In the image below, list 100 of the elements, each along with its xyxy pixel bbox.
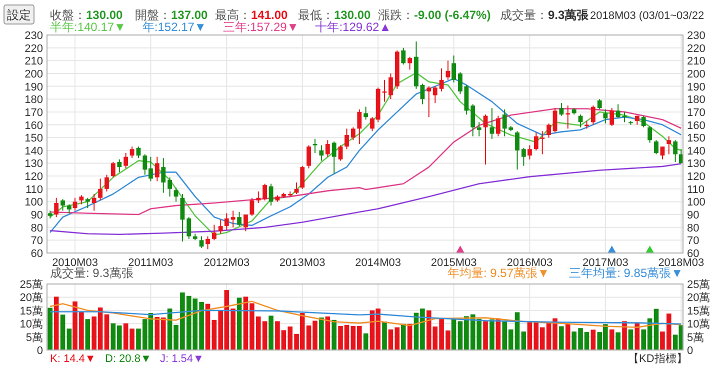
text: 三年:157.29▼ <box>222 20 299 34</box>
y2-tick-label: 110 <box>687 184 705 196</box>
text: 設定 <box>7 8 31 22</box>
candlestick <box>610 108 614 127</box>
bar <box>85 319 90 350</box>
y-tick-label: 5萬 <box>26 330 43 344</box>
candlestick <box>206 236 210 250</box>
candlestick <box>98 178 103 201</box>
y2-tick-label: 80 <box>687 222 700 234</box>
text: 年:152.17▼ <box>142 20 206 34</box>
candlestick <box>476 122 482 137</box>
bar <box>559 326 564 350</box>
bar <box>590 330 596 350</box>
x-tick-label: 2014M03 <box>355 257 402 269</box>
candlestick <box>426 86 432 118</box>
chart-title: 成交量: 9.3萬張 <box>50 266 134 280</box>
candlestick <box>180 194 185 242</box>
text: 【KD指標】 <box>628 352 688 365</box>
line-series <box>49 310 682 325</box>
y-tick-label: 110 <box>25 184 43 196</box>
candlestick <box>350 126 356 141</box>
candlestick <box>224 212 229 230</box>
x-tick-label: 2018M03 <box>658 257 704 269</box>
candlestick <box>117 158 122 173</box>
y2-tick-label: 10萬 <box>687 318 710 331</box>
y2-tick-label: 15萬 <box>687 304 710 318</box>
text: 收盤：130.00 <box>50 8 124 22</box>
candlestick <box>54 197 59 218</box>
y2-tick-label: 100 <box>687 196 706 209</box>
text: 半年:140.17▼ <box>50 20 126 34</box>
bar <box>60 314 66 350</box>
text: 成交量：9.3萬張 <box>500 8 590 22</box>
candlestick <box>420 83 425 105</box>
y-tick-label: 25萬 <box>20 278 43 291</box>
bar <box>66 328 72 350</box>
y2-tick-label: 90 <box>687 210 700 222</box>
text: D: 20.8▼ <box>105 353 152 365</box>
candlestick <box>218 219 223 234</box>
candlestick <box>300 165 305 190</box>
candlestick <box>552 108 558 133</box>
y-tick-label: 120 <box>24 171 43 184</box>
candlestick <box>673 140 678 162</box>
x-tick-label: 2013M03 <box>279 257 326 269</box>
y-tick-label: 0 <box>36 345 43 357</box>
candlestick <box>559 102 564 116</box>
text: 開盤：137.00 <box>135 8 208 22</box>
y-tick-label: 150 <box>24 132 43 145</box>
y2-tick-label: 170 <box>687 106 706 119</box>
candlestick <box>654 140 658 155</box>
candlestick <box>212 224 216 241</box>
bar <box>616 332 620 350</box>
y2-tick-label: 200 <box>687 68 706 80</box>
candlestick <box>161 158 166 194</box>
y-tick-label: 70 <box>30 235 43 248</box>
candlestick <box>262 183 268 201</box>
bar <box>609 329 614 350</box>
bar <box>332 320 336 350</box>
candlestick <box>452 55 456 83</box>
y2-tick-label: 0 <box>687 345 694 357</box>
y-tick-label: 210 <box>24 56 43 68</box>
y2-tick-label: 130 <box>687 158 706 170</box>
candlestick <box>597 98 602 110</box>
text: K: 14.4▼ <box>50 353 96 365</box>
y-tick-label: 100 <box>24 196 43 209</box>
line-series <box>49 300 682 328</box>
y2-tick-label: 70 <box>687 235 700 248</box>
y-tick-label: 10萬 <box>20 318 43 331</box>
candlestick <box>446 60 450 80</box>
candlestick <box>357 108 362 144</box>
candlestick <box>344 128 349 150</box>
candlestick <box>338 144 343 162</box>
candlestick <box>168 176 172 198</box>
candlestick <box>130 146 134 159</box>
y-tick-label: 140 <box>24 145 43 158</box>
y2-tick-label: 180 <box>687 94 706 106</box>
candlestick <box>648 126 652 144</box>
bar <box>394 327 400 350</box>
bar <box>363 333 368 350</box>
y-tick-label: 200 <box>24 68 43 80</box>
candlestick <box>603 108 608 124</box>
candlestick <box>250 197 254 216</box>
y2-tick-label: 25萬 <box>687 278 710 291</box>
candlestick <box>483 114 488 166</box>
bar <box>483 321 488 350</box>
candlestick <box>174 187 178 202</box>
candlestick <box>616 104 620 119</box>
y2-tick-label: 150 <box>687 132 706 145</box>
candlestick <box>92 194 96 212</box>
bar <box>490 319 494 350</box>
candlestick <box>104 174 109 192</box>
candlestick <box>470 104 476 137</box>
y-tick-label: 60 <box>30 248 43 260</box>
candlestick <box>72 197 78 212</box>
text: J: 1.54▼ <box>160 353 204 365</box>
y-tick-label: 130 <box>24 158 43 170</box>
text: 年均量: 9.57萬張▼ <box>447 266 550 280</box>
candlestick <box>110 161 116 178</box>
candlestick <box>388 72 393 100</box>
y-tick-label: 20萬 <box>20 291 43 304</box>
candlestick <box>154 156 160 182</box>
